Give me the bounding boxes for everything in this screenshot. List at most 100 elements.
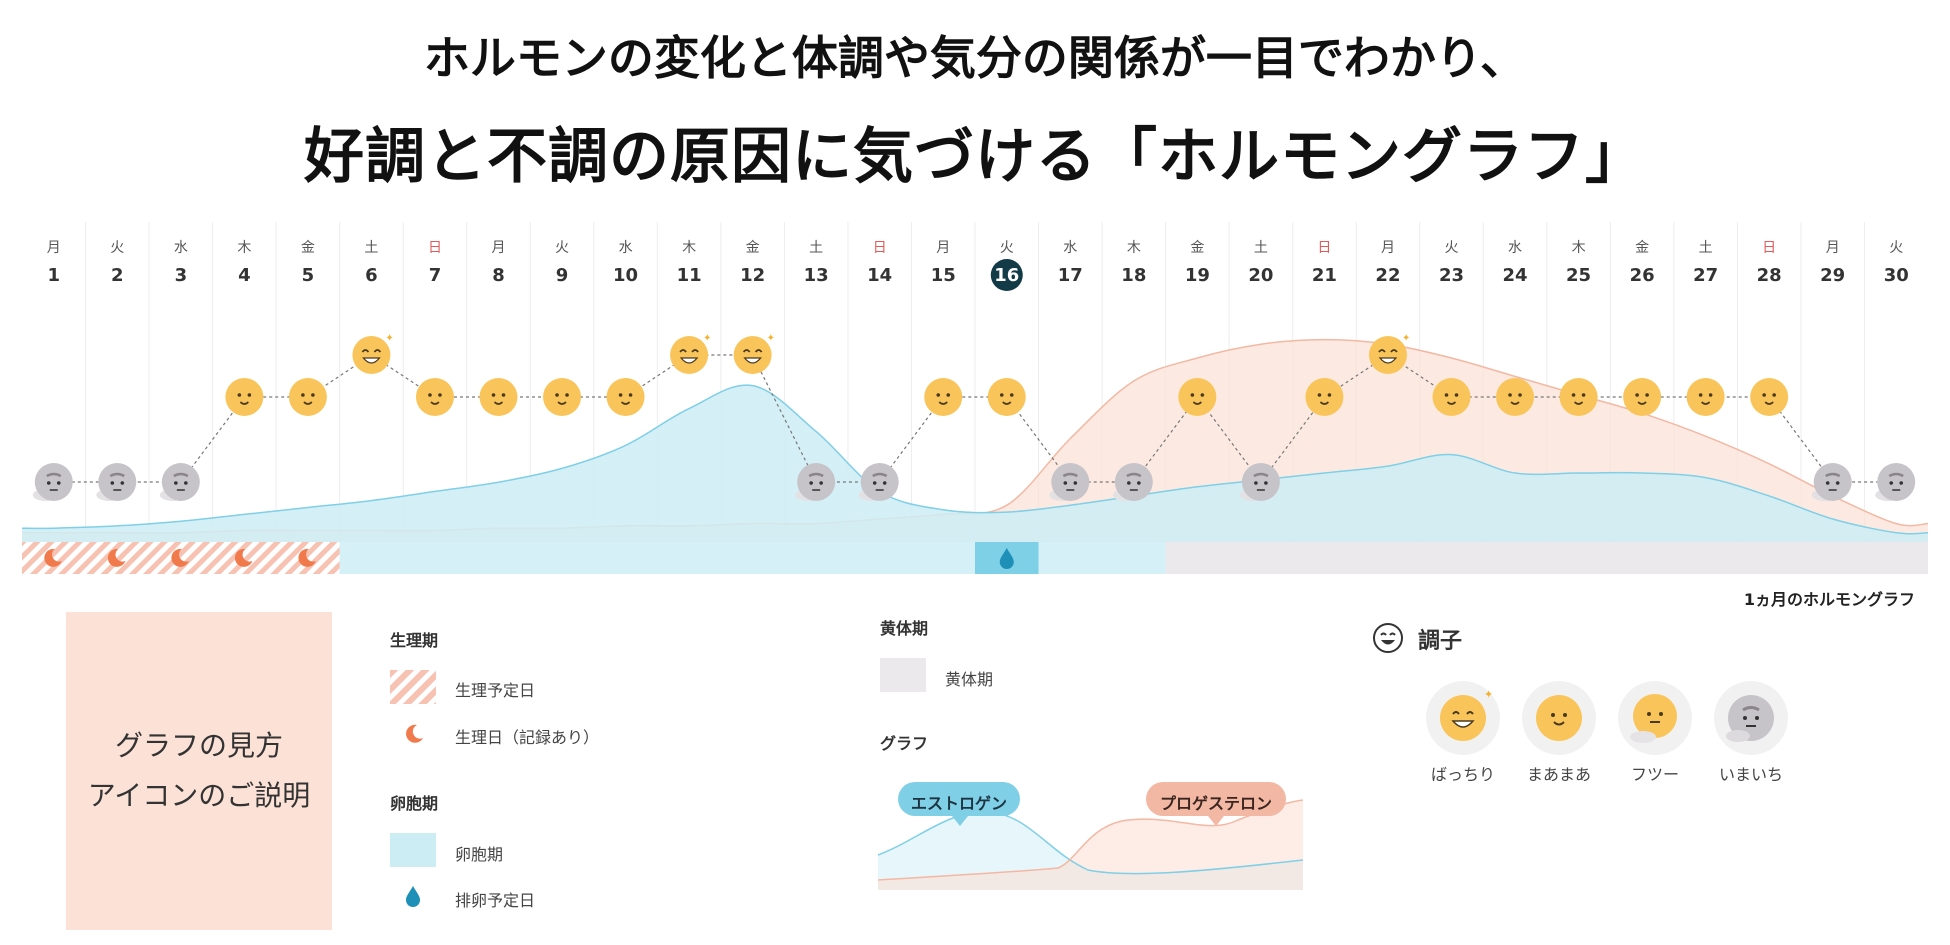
- hormone-chart: 月 1 火 2 水 3 木 4 金 5 土 6 日 7 月 8 火 9 水 10 木 11 金 12 土 13 日 14 月 15 火 16 水…: [21, 222, 1929, 574]
- howto-box: グラフの見方 アイコンのご説明: [66, 612, 332, 930]
- day-number-label: 11: [677, 265, 702, 286]
- legend-graph-title: グラフ: [880, 734, 929, 753]
- svg-text:✦: ✦: [703, 333, 711, 344]
- legend-follicular-title: 卵胞期: [390, 794, 439, 813]
- day-number-label: 1: [48, 265, 61, 286]
- weekday-label: 木: [1572, 240, 1586, 256]
- weekday-label: 日: [1762, 240, 1776, 256]
- graph-legend-illustration: [878, 782, 1303, 890]
- mood-level-poor-label: いまいち: [1718, 765, 1783, 784]
- sun-smile-icon: [1536, 695, 1582, 741]
- mood-level-normal-label: フツー: [1630, 765, 1679, 784]
- luteal-phase-bar: [1165, 542, 1928, 574]
- chart-caption: 1ヵ月のホルモングラフ: [1743, 590, 1915, 609]
- weekday-label: 土: [1254, 240, 1268, 256]
- weekday-label: 木: [237, 240, 251, 256]
- day-number-label: 4: [238, 265, 251, 286]
- weekday-label: 金: [301, 240, 315, 256]
- mood-icon: [1239, 463, 1280, 501]
- svg-text:✦: ✦: [1402, 333, 1410, 344]
- mood-icon: [225, 378, 264, 416]
- weekday-label: 月: [936, 240, 950, 256]
- mood-icon: [1750, 378, 1789, 416]
- mood-icon: [1559, 378, 1598, 416]
- estrogen-area: [22, 385, 1928, 542]
- howto-line-2: アイコンのご説明: [87, 779, 311, 812]
- title-line-1: ホルモンの変化と体調や気分の関係が一目でわかり、: [423, 31, 1527, 85]
- mood-icon: [1178, 378, 1217, 416]
- weekday-label: 月: [1826, 240, 1840, 256]
- mood-icon: [543, 378, 582, 416]
- weekday-label: 日: [873, 240, 887, 256]
- day-number-label: 5: [302, 265, 315, 286]
- weekday-label: 土: [1699, 240, 1713, 256]
- mood-icon: [1811, 463, 1852, 501]
- weekday-label: 木: [1127, 240, 1141, 256]
- weekday-label: 土: [364, 240, 378, 256]
- day-number-label: 24: [1503, 265, 1528, 286]
- weekday-label: 日: [1317, 240, 1331, 256]
- ovulation-label: 排卵予定日: [455, 891, 536, 910]
- period-moon-icon: [234, 548, 253, 567]
- mood-icon: [159, 463, 200, 501]
- progesterone-legend-label: プロゲステロン: [1159, 794, 1272, 813]
- mood-level-good: まあまあ: [1514, 681, 1604, 785]
- mood-icon: [858, 463, 899, 501]
- day-number-label: 8: [492, 265, 505, 286]
- weekday-label: 月: [47, 240, 61, 256]
- weekday-label: 火: [1889, 240, 1903, 256]
- weekday-label: 火: [1445, 240, 1459, 256]
- mood-icon: [1875, 463, 1916, 501]
- mood-level-good-label: まあまあ: [1526, 765, 1591, 784]
- mood-icon: ✦: [670, 333, 711, 374]
- follicular-phase-bar: [339, 542, 1166, 574]
- mood-icon: [924, 378, 963, 416]
- period-phase-bar: [22, 542, 340, 574]
- mood-level-perfect: ✦ ばっちり: [1418, 681, 1508, 785]
- day-number-label: 6: [365, 265, 378, 286]
- mood-level-perfect-label: ばっちり: [1430, 765, 1495, 784]
- legend-luteal-title: 黄体期: [880, 619, 929, 638]
- weekday-label: 金: [1190, 240, 1204, 256]
- mood-icon: [1623, 378, 1662, 416]
- day-number-label: 10: [613, 265, 638, 286]
- mood-icon: [1112, 463, 1153, 501]
- mood-icon: [288, 378, 327, 416]
- day-number-label: 20: [1248, 265, 1273, 286]
- weekday-label: 木: [682, 240, 696, 256]
- ovulation-drop-icon: [406, 886, 420, 907]
- sun-grin-icon: ✦: [1440, 688, 1493, 741]
- period-moon-icon: [44, 548, 62, 567]
- mood-icon: [795, 463, 836, 501]
- day-number-label: 7: [429, 265, 442, 286]
- sun-cloud-icon: [1630, 694, 1677, 743]
- period-recorded-label: 生理日（記録あり）: [455, 728, 600, 747]
- follicular-swatch: [390, 833, 436, 867]
- day-number-label: 26: [1630, 265, 1655, 286]
- day-number-label: 3: [175, 265, 188, 286]
- mood-icon: ✦: [733, 333, 775, 374]
- howto-line-1: グラフの見方: [114, 729, 283, 762]
- day-number-label: 13: [804, 265, 829, 286]
- mood-icon: [1049, 463, 1090, 501]
- period-moon-icon: [171, 548, 189, 567]
- cloud-gloomy-icon: [1726, 695, 1774, 742]
- ovulation-drop-icon: [999, 548, 1014, 569]
- estrogen-line: [21, 384, 1929, 535]
- mood-icon: [987, 378, 1026, 416]
- mood-icon: ✦: [1368, 333, 1410, 374]
- period-planned-swatch: [390, 670, 436, 704]
- title-line-2: 好調と不調の原因に気づける「ホルモングラフ」: [304, 122, 1646, 192]
- weekday-label: 水: [619, 240, 633, 256]
- weekday-label: 火: [555, 240, 569, 256]
- mood-icon: [479, 378, 518, 416]
- mood-icon: ✦: [352, 333, 394, 374]
- svg-text:✦: ✦: [767, 333, 775, 344]
- mood-icon: [1305, 378, 1344, 416]
- period-moon-icon: [298, 548, 316, 567]
- day-number-label: 28: [1757, 265, 1782, 286]
- day-number-label: 12: [740, 265, 765, 286]
- weekday-label: 火: [110, 240, 124, 256]
- weekday-label: 月: [492, 240, 506, 256]
- follicular-label: 卵胞期: [455, 845, 504, 864]
